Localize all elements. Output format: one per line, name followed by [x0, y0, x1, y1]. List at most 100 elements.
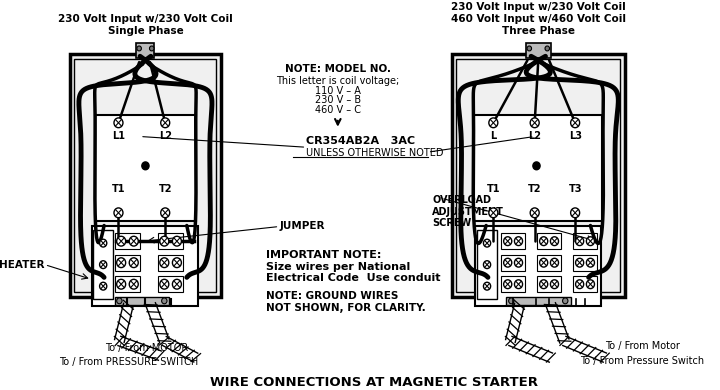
Text: T1: T1	[487, 184, 500, 194]
Circle shape	[483, 261, 490, 269]
Bar	[115, 233, 140, 249]
Bar	[573, 255, 597, 271]
Circle shape	[160, 258, 168, 268]
Text: HEATER: HEATER	[0, 260, 45, 269]
Text: IMPORTANT NOTE:
Size wires per National
Electrical Code  Use conduit: IMPORTANT NOTE: Size wires per National …	[266, 250, 441, 283]
Circle shape	[571, 118, 580, 128]
Circle shape	[161, 208, 170, 218]
Circle shape	[530, 208, 539, 218]
Circle shape	[142, 162, 149, 170]
Bar	[456, 59, 620, 292]
Circle shape	[161, 118, 170, 128]
Bar	[115, 255, 140, 271]
Circle shape	[562, 298, 568, 304]
Text: T1: T1	[112, 184, 125, 194]
Circle shape	[99, 282, 107, 290]
Text: NOTE: GROUND WIRES
NOT SHOWN, FOR CLARITY.: NOTE: GROUND WIRES NOT SHOWN, FOR CLARIT…	[266, 291, 426, 313]
Circle shape	[539, 237, 548, 246]
Text: CR354AB2A   3AC: CR354AB2A 3AC	[306, 136, 415, 147]
Text: 230 V – B: 230 V – B	[315, 96, 361, 105]
Circle shape	[172, 258, 181, 268]
Circle shape	[515, 237, 523, 246]
Circle shape	[545, 46, 549, 51]
Bar	[158, 233, 183, 249]
Circle shape	[130, 279, 138, 289]
Circle shape	[117, 258, 126, 268]
Text: OVERLOAD
ADJUSTMENT
SCREW: OVERLOAD ADJUSTMENT SCREW	[432, 195, 504, 229]
Circle shape	[586, 237, 595, 246]
Circle shape	[550, 258, 559, 267]
Circle shape	[515, 280, 523, 289]
Circle shape	[483, 282, 490, 290]
Text: To / From PRESSURE SWITCH: To / From PRESSURE SWITCH	[59, 358, 198, 367]
Text: This letter is coil voltage;: This letter is coil voltage;	[276, 76, 400, 86]
Circle shape	[130, 236, 138, 246]
Circle shape	[114, 118, 123, 128]
Bar	[537, 255, 561, 271]
Bar	[501, 255, 525, 271]
Text: JUMPER: JUMPER	[279, 222, 325, 232]
Bar	[158, 277, 183, 292]
Bar	[501, 277, 525, 292]
Bar	[506, 297, 571, 305]
Circle shape	[172, 279, 181, 289]
Circle shape	[527, 46, 531, 51]
Circle shape	[489, 208, 498, 218]
Text: L: L	[490, 131, 497, 142]
Bar	[475, 225, 601, 306]
Bar	[573, 277, 597, 292]
Circle shape	[504, 258, 512, 267]
Circle shape	[586, 258, 595, 267]
Circle shape	[117, 236, 126, 246]
Text: 110 V – A: 110 V – A	[315, 86, 361, 96]
Circle shape	[150, 46, 154, 51]
Circle shape	[137, 46, 141, 51]
Circle shape	[161, 298, 167, 304]
Circle shape	[575, 280, 584, 289]
Bar	[94, 230, 113, 299]
Circle shape	[99, 261, 107, 269]
Circle shape	[172, 236, 181, 246]
Circle shape	[515, 258, 523, 267]
Bar	[115, 297, 168, 305]
Bar	[474, 115, 602, 221]
Text: WIRE CONNECTIONS AT MAGNETIC STARTER: WIRE CONNECTIONS AT MAGNETIC STARTER	[210, 376, 538, 388]
Bar	[501, 233, 525, 249]
Text: NOTE: MODEL NO.: NOTE: MODEL NO.	[285, 64, 391, 74]
Bar	[74, 59, 217, 292]
Text: L2: L2	[528, 131, 541, 142]
Bar	[70, 54, 221, 297]
Circle shape	[117, 298, 122, 304]
Text: T2: T2	[528, 184, 541, 194]
Bar	[537, 277, 561, 292]
Bar	[477, 230, 497, 299]
Text: T3: T3	[568, 184, 582, 194]
Text: L2: L2	[158, 131, 171, 142]
Bar	[115, 277, 140, 292]
Bar	[573, 233, 597, 249]
Circle shape	[539, 280, 548, 289]
Bar	[452, 54, 624, 297]
Text: 230 Volt Input w/230 Volt Coil
Single Phase: 230 Volt Input w/230 Volt Coil Single Ph…	[58, 14, 233, 36]
Circle shape	[586, 280, 595, 289]
Circle shape	[160, 279, 168, 289]
Text: 460 V – C: 460 V – C	[315, 105, 361, 115]
Bar	[537, 233, 561, 249]
Bar	[158, 255, 183, 271]
Text: 230 Volt Input w/230 Volt Coil
460 Volt Input w/460 Volt Coil
Three Phase: 230 Volt Input w/230 Volt Coil 460 Volt …	[451, 2, 626, 36]
Text: UNLESS OTHERWISE NOTED: UNLESS OTHERWISE NOTED	[306, 148, 444, 158]
Circle shape	[550, 237, 559, 246]
Bar	[137, 43, 154, 58]
Circle shape	[489, 118, 498, 128]
Circle shape	[508, 298, 514, 304]
Bar	[95, 115, 196, 221]
Text: To / From MOTOR: To / From MOTOR	[104, 343, 188, 353]
Bar	[526, 43, 551, 58]
Text: L1: L1	[112, 131, 125, 142]
Circle shape	[550, 280, 559, 289]
Circle shape	[160, 236, 168, 246]
Bar	[91, 225, 199, 306]
Text: L3: L3	[569, 131, 582, 142]
Circle shape	[575, 258, 584, 267]
Circle shape	[114, 208, 123, 218]
